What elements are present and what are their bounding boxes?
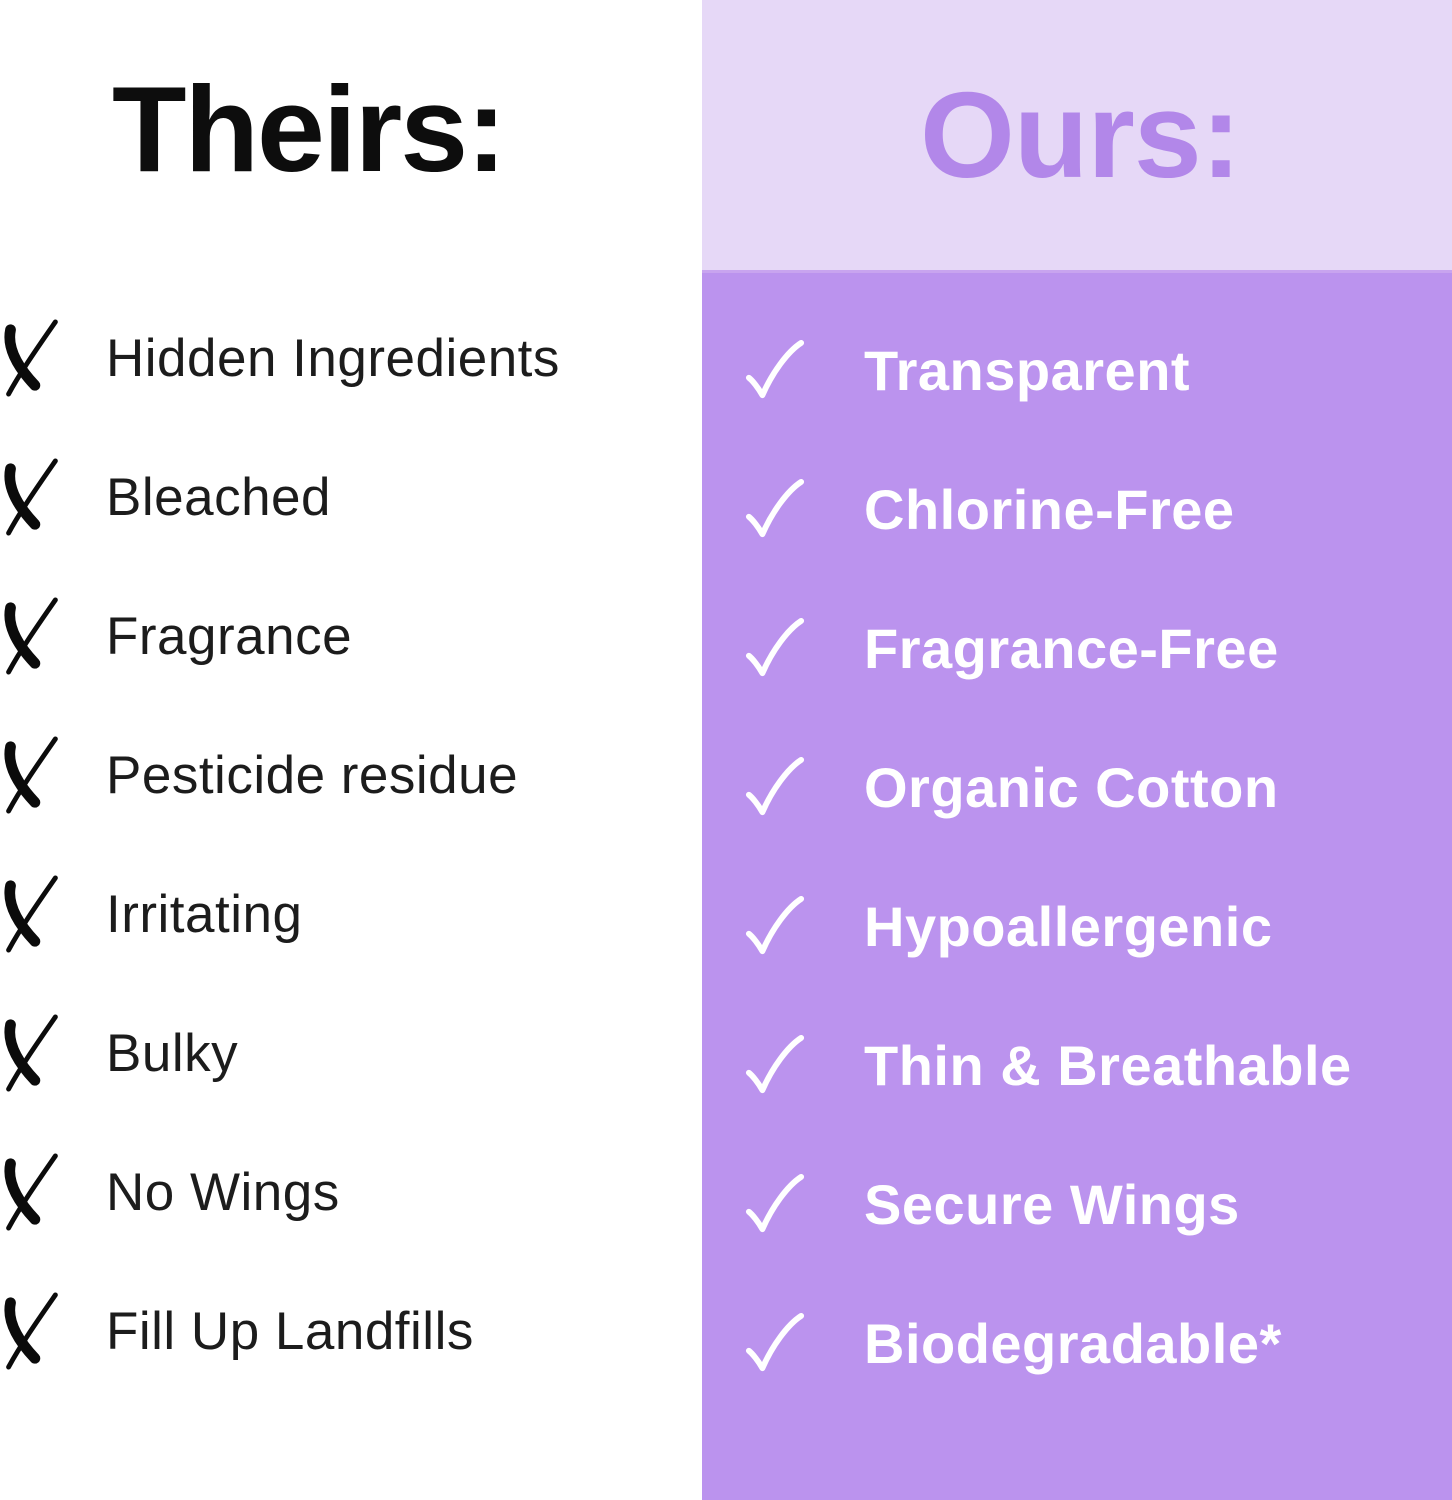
- ours-title: Ours:: [920, 67, 1241, 203]
- theirs-list: Hidden Ingredients Bleached Fragrance Pe…: [2, 319, 670, 1370]
- ours-item-label: Fragrance-Free: [864, 616, 1279, 680]
- ours-item: Hypoallergenic: [744, 890, 1434, 962]
- theirs-item: Bleached: [2, 458, 670, 536]
- theirs-item-label: Bulky: [106, 1023, 239, 1083]
- check-icon: [744, 1173, 806, 1235]
- ours-item: Thin & Breathable: [744, 1029, 1434, 1101]
- theirs-item: Fill Up Landfills: [2, 1292, 670, 1370]
- theirs-item-label: Fragrance: [106, 606, 353, 666]
- ours-item-label: Organic Cotton: [864, 755, 1279, 819]
- ours-item-label: Biodegradable*: [864, 1311, 1282, 1375]
- theirs-item: No Wings: [2, 1153, 670, 1231]
- theirs-item: Bulky: [2, 1014, 670, 1092]
- x-mark-icon: [2, 1153, 60, 1231]
- ours-item: Fragrance-Free: [744, 612, 1434, 684]
- ours-item-label: Chlorine-Free: [864, 477, 1235, 541]
- ours-header-band: [702, 0, 1452, 273]
- ours-item-label: Transparent: [864, 338, 1191, 402]
- x-mark-icon: [2, 1014, 60, 1092]
- check-icon: [744, 1034, 806, 1096]
- x-mark-icon: [2, 875, 60, 953]
- x-mark-icon: [2, 736, 60, 814]
- ours-item: Organic Cotton: [744, 751, 1434, 823]
- theirs-item: Hidden Ingredients: [2, 319, 670, 397]
- theirs-item: Fragrance: [2, 597, 670, 675]
- check-icon: [744, 478, 806, 540]
- theirs-item-label: No Wings: [106, 1162, 340, 1222]
- ours-item: Secure Wings: [744, 1168, 1434, 1240]
- theirs-item-label: Irritating: [106, 884, 303, 944]
- theirs-item-label: Fill Up Landfills: [106, 1301, 474, 1361]
- ours-item: Transparent: [744, 334, 1434, 406]
- check-icon: [744, 339, 806, 401]
- theirs-item: Irritating: [2, 875, 670, 953]
- check-icon: [744, 1312, 806, 1374]
- theirs-item-label: Bleached: [106, 467, 332, 527]
- theirs-item: Pesticide residue: [2, 736, 670, 814]
- theirs-item-label: Hidden Ingredients: [106, 328, 560, 388]
- theirs-item-label: Pesticide residue: [106, 745, 519, 805]
- x-mark-icon: [2, 458, 60, 536]
- ours-list: Transparent Chlorine-Free Fragrance-Free…: [744, 334, 1434, 1379]
- ours-item: Biodegradable*: [744, 1307, 1434, 1379]
- ours-panel: Ours:: [702, 0, 1452, 1500]
- x-mark-icon: [2, 319, 60, 397]
- x-mark-icon: [2, 597, 60, 675]
- ours-item-label: Thin & Breathable: [864, 1033, 1352, 1097]
- check-icon: [744, 617, 806, 679]
- check-icon: [744, 756, 806, 818]
- theirs-title: Theirs:: [112, 61, 507, 197]
- ours-item: Chlorine-Free: [744, 473, 1434, 545]
- ours-item-label: Secure Wings: [864, 1172, 1240, 1236]
- x-mark-icon: [2, 1292, 60, 1370]
- ours-item-label: Hypoallergenic: [864, 894, 1273, 958]
- check-icon: [744, 895, 806, 957]
